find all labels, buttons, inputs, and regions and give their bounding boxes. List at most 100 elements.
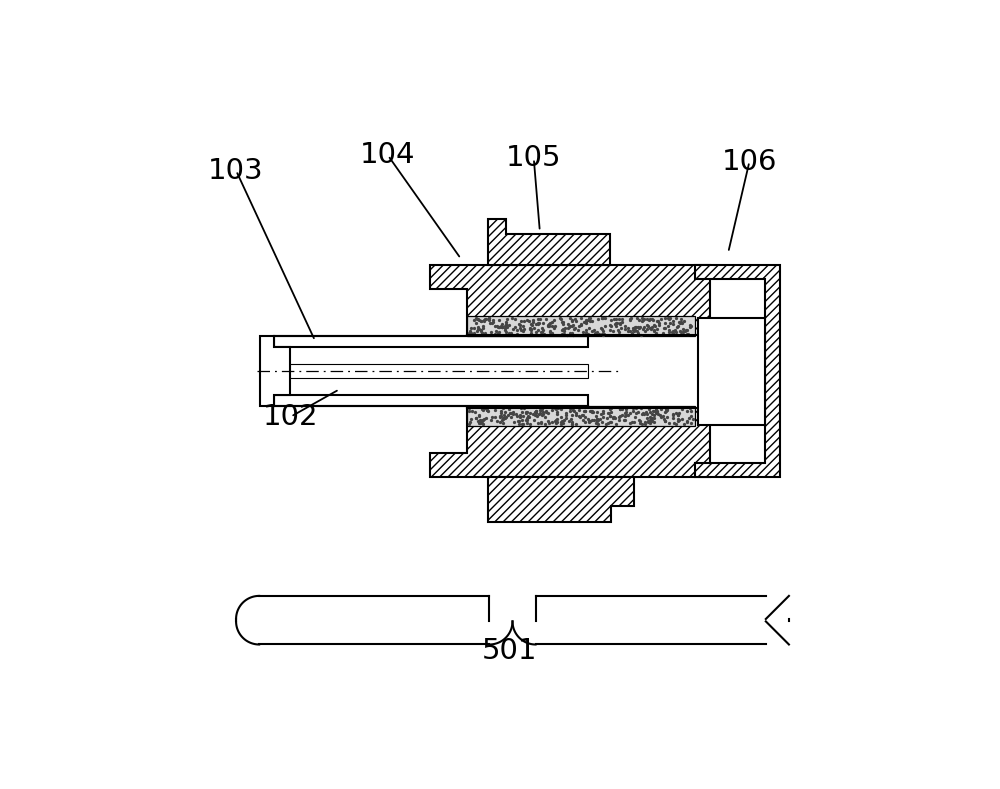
Point — [577, 405, 593, 417]
Point — [651, 316, 667, 329]
Point — [650, 407, 666, 420]
Point — [595, 324, 611, 337]
Point — [589, 413, 605, 426]
Point — [541, 320, 557, 333]
Point — [558, 409, 574, 421]
Point — [674, 413, 690, 425]
Point — [464, 404, 480, 417]
Point — [594, 312, 610, 325]
Point — [577, 411, 593, 424]
Point — [535, 316, 551, 329]
Point — [479, 404, 495, 417]
Point — [495, 402, 511, 414]
Point — [461, 418, 477, 431]
Point — [646, 324, 662, 337]
Point — [522, 322, 538, 335]
Point — [671, 316, 687, 329]
Point — [562, 402, 578, 414]
Point — [475, 402, 491, 415]
Point — [617, 409, 633, 422]
Point — [485, 316, 501, 329]
Point — [668, 418, 684, 431]
Point — [634, 314, 650, 327]
Point — [578, 324, 594, 337]
Bar — [467, 406, 695, 426]
Point — [523, 318, 539, 331]
Point — [648, 403, 664, 416]
Point — [500, 409, 516, 421]
Point — [477, 327, 493, 339]
Point — [572, 410, 588, 423]
Point — [648, 327, 664, 340]
Point — [642, 312, 658, 325]
Point — [503, 411, 519, 424]
Point — [561, 415, 577, 428]
Point — [495, 413, 511, 425]
Point — [611, 312, 627, 325]
Point — [630, 321, 646, 334]
Point — [578, 315, 594, 327]
Point — [589, 415, 605, 428]
Point — [518, 406, 534, 418]
Point — [653, 312, 669, 325]
Bar — [274, 395, 588, 406]
Point — [600, 407, 616, 420]
Point — [666, 417, 682, 429]
Point — [581, 416, 597, 428]
Point — [603, 406, 619, 418]
Point — [541, 417, 557, 429]
Point — [638, 406, 654, 418]
Point — [617, 320, 633, 332]
Point — [573, 312, 589, 324]
Point — [508, 408, 524, 421]
Point — [680, 327, 696, 340]
Point — [542, 325, 558, 338]
Point — [578, 327, 594, 339]
Point — [521, 314, 537, 327]
Point — [612, 403, 628, 416]
Point — [602, 416, 618, 428]
Point — [531, 408, 547, 421]
Point — [522, 407, 538, 420]
Point — [497, 321, 513, 334]
Point — [626, 325, 642, 338]
Point — [641, 314, 657, 327]
Point — [678, 323, 694, 336]
Point — [477, 313, 493, 326]
Point — [549, 415, 565, 428]
Point — [481, 312, 497, 324]
Point — [665, 408, 681, 421]
Point — [560, 318, 576, 331]
Point — [571, 409, 587, 422]
Point — [594, 328, 610, 341]
Point — [640, 415, 656, 428]
Point — [533, 416, 549, 428]
Point — [534, 326, 550, 338]
Point — [589, 413, 605, 425]
Point — [677, 324, 693, 337]
Point — [581, 414, 597, 427]
Point — [562, 405, 578, 417]
Point — [605, 412, 621, 424]
Point — [639, 323, 655, 335]
Point — [682, 319, 698, 331]
Point — [463, 413, 479, 425]
Point — [473, 315, 489, 327]
Point — [673, 316, 689, 328]
Point — [528, 405, 544, 417]
Point — [640, 320, 656, 332]
Point — [538, 406, 554, 418]
Point — [598, 418, 614, 431]
Point — [646, 323, 662, 336]
Point — [682, 321, 698, 334]
Point — [470, 321, 486, 334]
Point — [498, 316, 514, 328]
Text: 105: 105 — [506, 144, 562, 173]
Point — [665, 325, 681, 338]
Point — [487, 327, 503, 340]
Point — [682, 402, 698, 415]
Point — [463, 322, 479, 335]
Point — [469, 324, 485, 337]
Point — [672, 316, 688, 329]
Point — [602, 319, 618, 331]
